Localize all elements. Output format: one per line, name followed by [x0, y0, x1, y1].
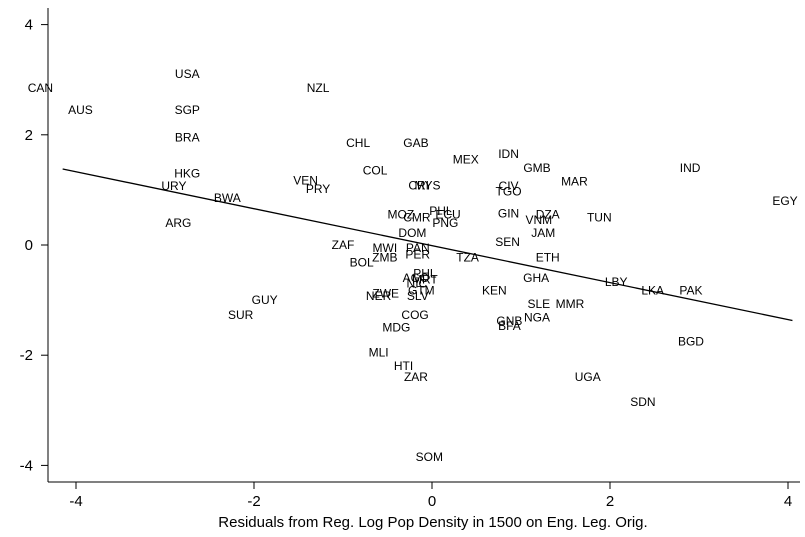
point-label: MRT	[412, 273, 438, 287]
point-label: USA	[175, 67, 200, 81]
point-label: COL	[363, 164, 388, 178]
point-label: SOM	[416, 450, 443, 464]
point-label: EGY	[772, 194, 797, 208]
point-label: MAR	[561, 175, 588, 189]
point-label: IND	[680, 161, 701, 175]
point-label: CIV	[499, 179, 519, 193]
point-label: GIN	[498, 207, 519, 221]
x-tick-label: 2	[606, 493, 614, 510]
x-tick-label: 0	[428, 493, 436, 510]
point-label: BRA	[175, 131, 200, 145]
point-label: VEN	[293, 174, 318, 188]
point-label: TGO	[496, 185, 522, 199]
point-label: GHA	[523, 271, 549, 285]
point-label: SDN	[630, 395, 655, 409]
point-label: ZMB	[372, 251, 397, 265]
point-label: MOZ	[388, 208, 415, 222]
x-tick-label: -2	[247, 493, 260, 510]
x-axis-ticks: -4 -2 0 2 4	[69, 482, 792, 510]
point-label: PRY	[306, 182, 330, 196]
point-label: CRI	[408, 178, 429, 192]
y-tick-label: -4	[20, 457, 33, 474]
point-label: SGP	[175, 103, 200, 117]
point-label: BOL	[350, 256, 374, 270]
point-label: GNB	[496, 314, 522, 328]
point-label: HKG	[174, 166, 200, 180]
point-label: BWA	[214, 191, 241, 205]
point-label: TUN	[587, 210, 612, 224]
point-label: NZL	[307, 81, 330, 95]
point-label: AGO	[403, 271, 430, 285]
point-label: HTI	[394, 359, 413, 373]
y-tick-label: 4	[25, 17, 33, 34]
point-label: COG	[401, 308, 428, 322]
point-label: ARG	[165, 216, 191, 230]
point-label: ZAF	[332, 238, 355, 252]
point-label: NGA	[524, 311, 550, 325]
point-label: MDG	[382, 321, 410, 335]
point-label: IDN	[498, 147, 519, 161]
point-label: PNG	[432, 216, 458, 230]
point-label: JAM	[531, 226, 555, 240]
point-label: PAN	[406, 241, 430, 255]
point-label: LKA	[641, 284, 664, 298]
point-label: PHL	[429, 204, 453, 218]
point-label: MMR	[556, 297, 585, 311]
point-label: KEN	[482, 284, 507, 298]
plot-area: -4 -2 0 2 4 -4 -2 0 2 4 USA CAN AUS SGP NZL BRA CHL GAB…	[20, 8, 800, 510]
point-label: BGD	[678, 334, 704, 348]
point-label: ZWE	[372, 286, 399, 300]
point-label: AUS	[68, 103, 93, 117]
point-label: LBY	[605, 275, 628, 289]
point-label: VNM	[525, 213, 552, 227]
point-label: TZA	[456, 251, 479, 265]
point-label: BFA	[498, 319, 521, 333]
point-label: SLV	[407, 289, 429, 303]
point-label: SEN	[495, 235, 520, 249]
x-tick-label: -4	[69, 493, 82, 510]
point-label: CMR	[403, 210, 431, 224]
point-label: NER	[366, 289, 392, 303]
point-label: PAK	[679, 284, 702, 298]
x-tick-label: 4	[784, 493, 792, 510]
y-tick-label: -2	[20, 347, 33, 364]
point-label: ZAR	[404, 370, 428, 384]
point-label: URY	[161, 179, 186, 193]
point-label: GTM	[408, 284, 435, 298]
point-label: CHL	[346, 136, 370, 150]
point-label: PER	[405, 247, 430, 261]
point-label: GAB	[403, 136, 428, 150]
point-label: MYS	[415, 178, 441, 192]
y-tick-label: 0	[25, 237, 33, 254]
point-label: NIC	[407, 277, 428, 291]
point-labels: USA CAN AUS SGP NZL BRA CHL GAB IDN MEX GMB IND COL H…	[28, 67, 798, 464]
point-label: GUY	[252, 293, 278, 307]
fit-line	[62, 168, 793, 322]
point-label: ECU	[435, 208, 460, 222]
point-label: ETH	[536, 251, 560, 265]
point-label: SUR	[228, 308, 254, 322]
point-label: CAN	[28, 81, 53, 95]
point-label: MWI	[373, 241, 398, 255]
point-label: PHL	[413, 267, 437, 281]
x-axis-title: Residuals from Reg. Log Pop Density in 1…	[218, 514, 647, 531]
point-label: MEX	[453, 153, 479, 167]
y-axis-ticks: -4 -2 0 2 4	[20, 17, 48, 474]
point-label: SLE	[527, 297, 550, 311]
point-label: UGA	[575, 370, 601, 384]
point-label: GMB	[523, 161, 550, 175]
point-label: MLI	[369, 345, 389, 359]
point-label: DOM	[398, 226, 426, 240]
point-label: DZA	[536, 208, 560, 222]
y-tick-label: 2	[25, 127, 33, 144]
